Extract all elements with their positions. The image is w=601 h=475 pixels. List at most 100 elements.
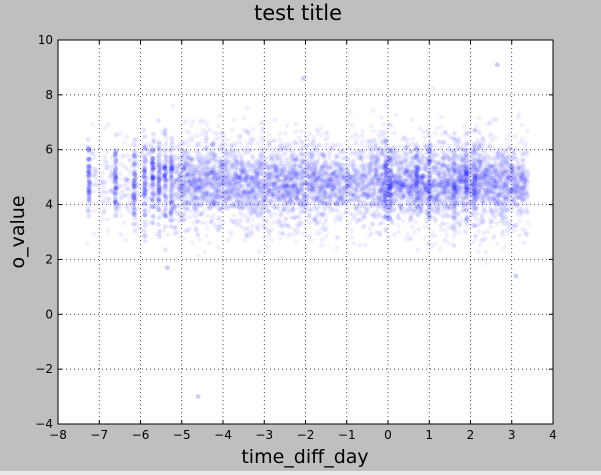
- data-point: [433, 187, 439, 193]
- data-point: [422, 224, 428, 230]
- data-point: [489, 187, 495, 193]
- data-point: [521, 175, 527, 181]
- data-point: [333, 162, 339, 168]
- data-point: [218, 158, 224, 164]
- data-point: [339, 189, 345, 194]
- data-point: [488, 224, 494, 230]
- data-point: [388, 175, 394, 181]
- data-point: [446, 133, 452, 139]
- data-point: [312, 165, 318, 171]
- data-point: [105, 200, 111, 206]
- data-point: [297, 182, 303, 188]
- data-point: [485, 121, 491, 126]
- data-point: [444, 163, 450, 169]
- data-point: [373, 173, 379, 179]
- data-point: [172, 207, 178, 213]
- data-point: [256, 212, 262, 218]
- data-point: [330, 179, 336, 185]
- data-point: [219, 186, 225, 192]
- data-point: [150, 156, 156, 162]
- data-point: [256, 214, 261, 220]
- data-point: [288, 214, 294, 220]
- data-point: [345, 157, 351, 163]
- data-point: [301, 193, 307, 198]
- data-point: [390, 173, 395, 179]
- data-point: [293, 238, 298, 244]
- data-point: [433, 218, 438, 224]
- data-point: [305, 187, 311, 193]
- data-point: [294, 191, 300, 197]
- data-point: [300, 221, 306, 227]
- data-point: [387, 180, 393, 186]
- data-point: [504, 136, 509, 141]
- data-point: [323, 233, 329, 239]
- data-point: [483, 210, 489, 216]
- data-point: [418, 197, 424, 203]
- data-point: [214, 217, 220, 223]
- data-point: [505, 227, 510, 233]
- data-point: [481, 208, 487, 214]
- data-point: [270, 185, 276, 191]
- data-point: [184, 118, 190, 124]
- data-point: [369, 123, 374, 129]
- data-point: [501, 173, 506, 179]
- data-point: [327, 176, 333, 182]
- data-point: [214, 153, 220, 159]
- data-point: [98, 193, 103, 199]
- data-point: [511, 228, 517, 234]
- data-point: [215, 123, 221, 129]
- data-point: [462, 170, 468, 176]
- data-point: [191, 202, 197, 208]
- data-point: [206, 192, 212, 198]
- data-point: [392, 231, 398, 237]
- data-point: [310, 154, 316, 160]
- data-point: [322, 206, 327, 212]
- data-point: [197, 211, 203, 217]
- data-point: [216, 228, 222, 233]
- data-point: [356, 217, 362, 223]
- data-point: [409, 191, 415, 197]
- data-point: [188, 167, 194, 172]
- data-point: [271, 137, 276, 143]
- data-point: [473, 216, 478, 221]
- data-point: [373, 177, 379, 183]
- data-point: [422, 142, 428, 147]
- data-point: [231, 117, 237, 122]
- data-point: [521, 177, 527, 183]
- data-point: [205, 198, 211, 204]
- data-point: [313, 159, 319, 165]
- data-point: [394, 186, 399, 192]
- data-point: [220, 169, 225, 175]
- data-point: [522, 227, 528, 233]
- data-point: [286, 185, 292, 191]
- data-point: [259, 128, 265, 134]
- data-point: [395, 222, 401, 228]
- data-point: [284, 123, 290, 128]
- data-point: [379, 140, 385, 146]
- data-point: [376, 230, 382, 236]
- data-point: [310, 257, 315, 262]
- data-point: [439, 144, 445, 150]
- data-point: [272, 138, 278, 144]
- data-point: [178, 174, 184, 179]
- data-point: [428, 233, 434, 239]
- data-point: [182, 147, 188, 153]
- data-point: [241, 115, 247, 121]
- data-point: [220, 129, 225, 135]
- data-point: [521, 240, 527, 246]
- data-point: [523, 140, 529, 146]
- data-point: [184, 227, 190, 233]
- data-point: [289, 192, 295, 198]
- data-point: [245, 205, 251, 211]
- data-point: [253, 189, 259, 194]
- data-point: [444, 232, 449, 238]
- data-point: [401, 210, 407, 216]
- data-point: [488, 219, 494, 225]
- data-point: [244, 191, 250, 197]
- data-point: [340, 166, 345, 172]
- data-point: [202, 157, 208, 163]
- data-point: [470, 185, 476, 191]
- data-point: [480, 219, 486, 225]
- data-point: [347, 178, 353, 184]
- data-point: [430, 230, 435, 236]
